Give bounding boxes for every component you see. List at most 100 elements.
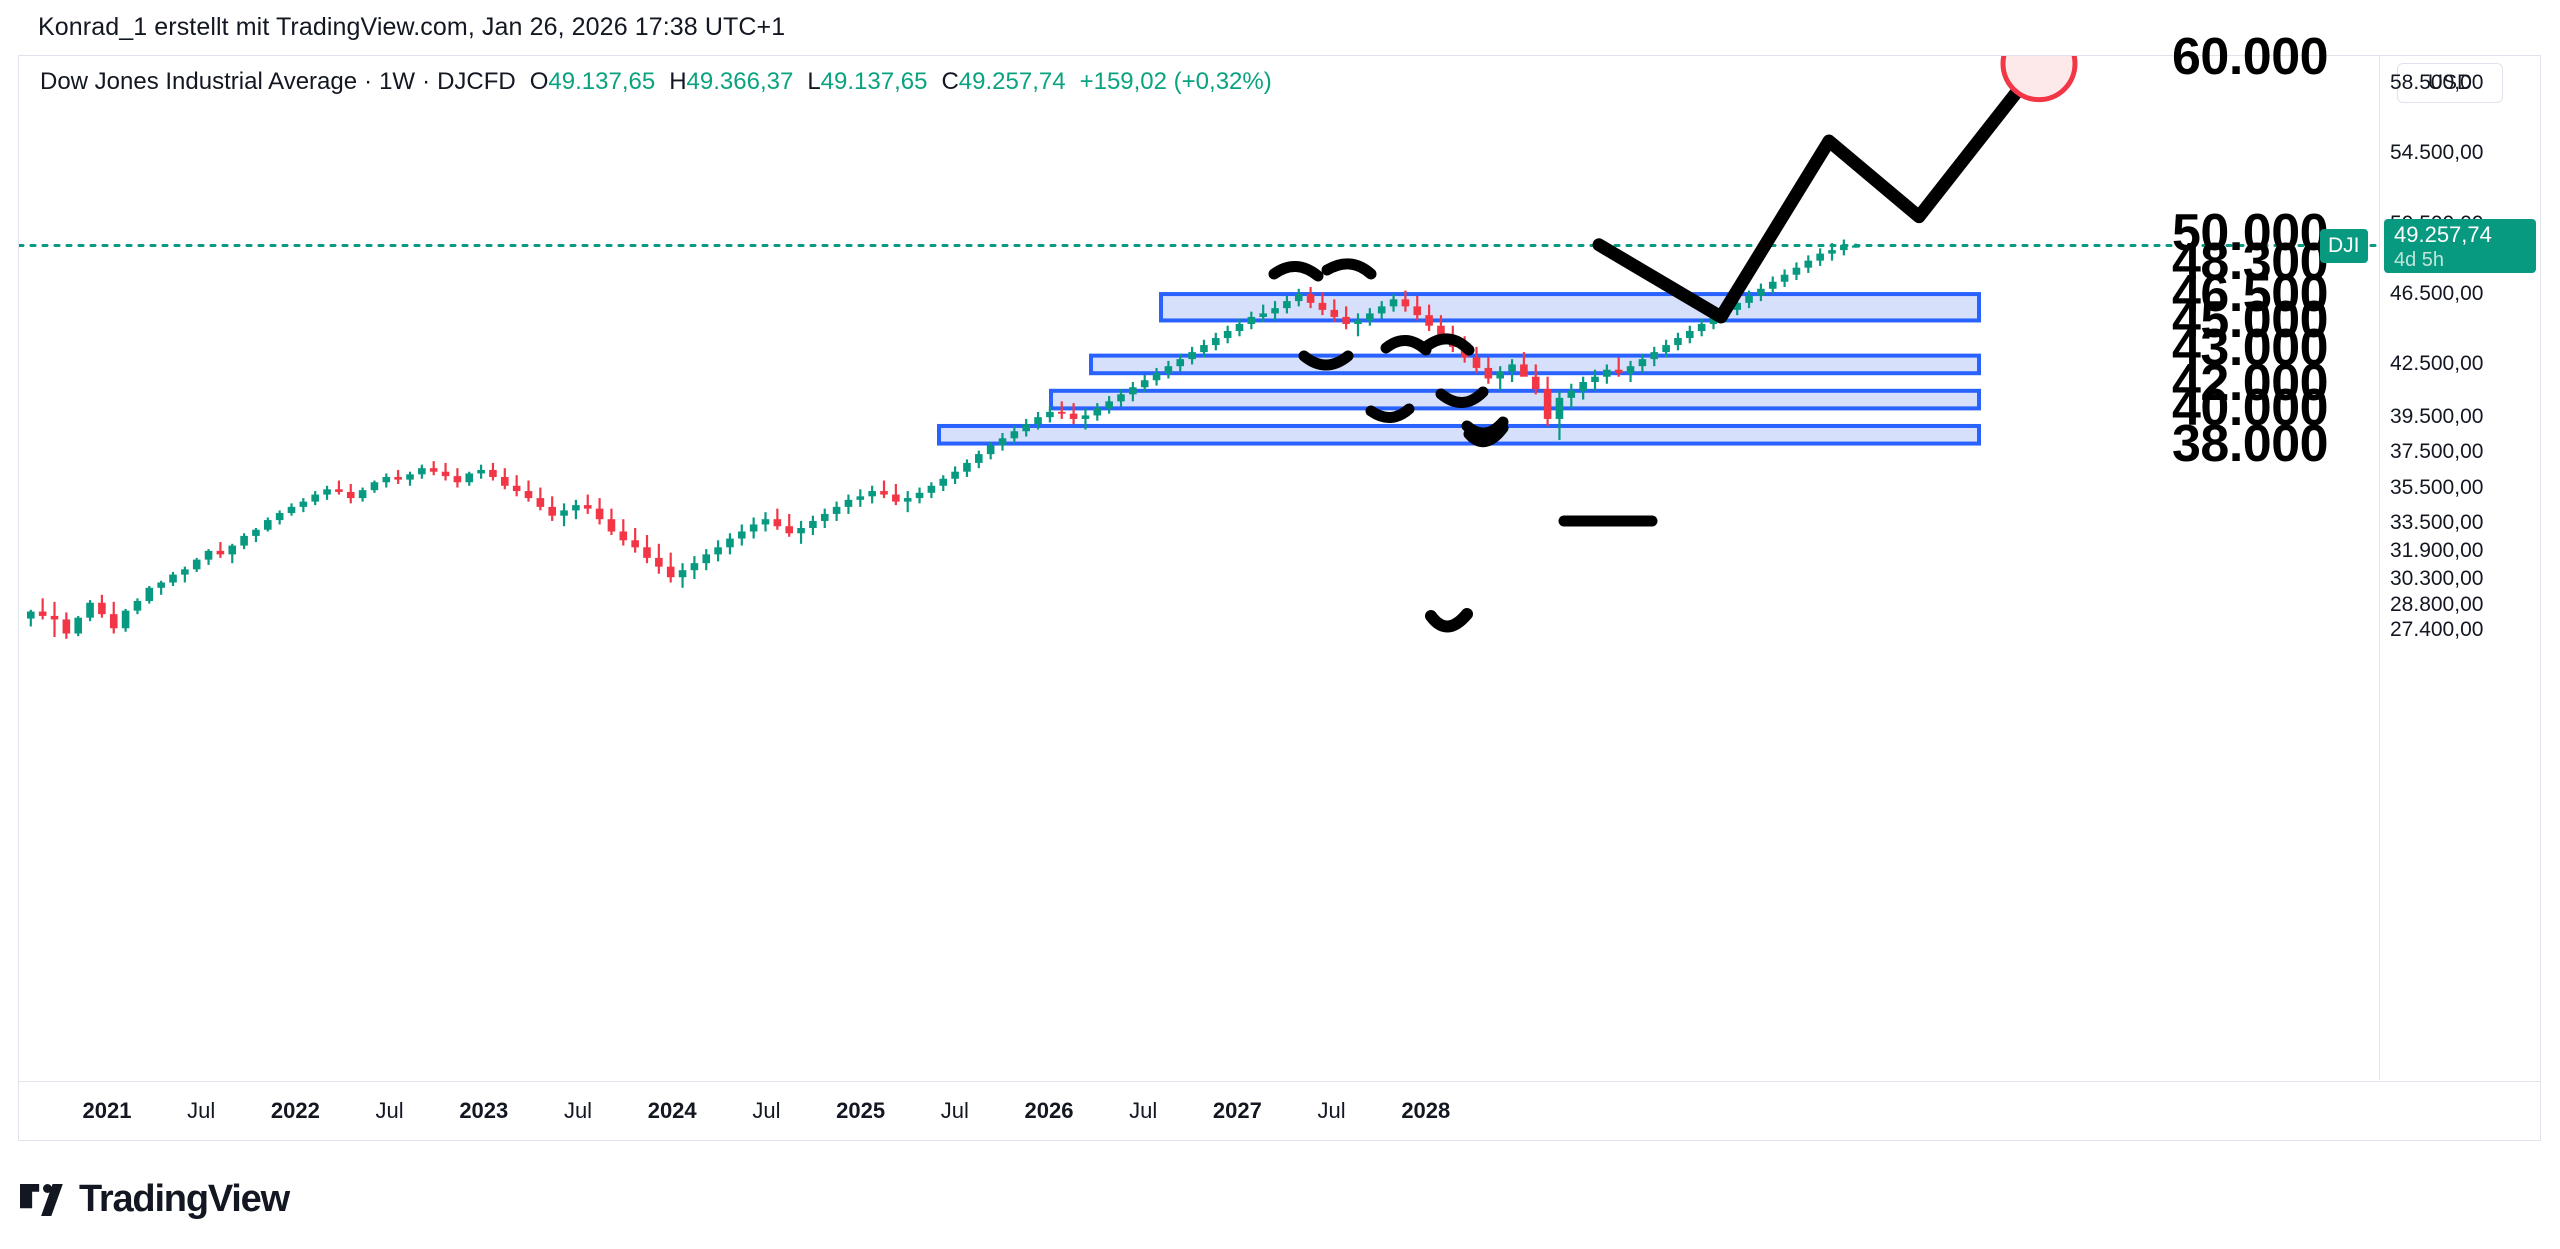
time-tick-jul: Jul bbox=[940, 1098, 969, 1123]
mark-arc-bottom-5[interactable] bbox=[1463, 422, 1509, 448]
time-tick-jul: Jul bbox=[375, 1098, 404, 1123]
price-scale[interactable]: USD 58.500,0054.500,0050.500,0046.500,00… bbox=[2320, 56, 2541, 1080]
mark-arc-low-wick[interactable] bbox=[1425, 608, 1473, 633]
candle-body bbox=[1686, 330, 1694, 339]
price-tick-label: 33.500,00 bbox=[2390, 510, 2484, 534]
mark-arc-top-3[interactable] bbox=[1380, 335, 1432, 356]
currency-button[interactable]: USD bbox=[2397, 63, 2503, 103]
candle-body bbox=[690, 563, 699, 571]
legend-symbol[interactable]: Dow Jones Industrial Average bbox=[40, 68, 358, 95]
candle-body bbox=[892, 494, 900, 502]
candle-body bbox=[86, 602, 94, 618]
tradingview-mark-icon bbox=[20, 1183, 63, 1216]
candle-body bbox=[121, 610, 130, 629]
candle-body bbox=[1283, 301, 1291, 309]
mark-arc-bottom-2[interactable] bbox=[1365, 403, 1415, 423]
target-price-circle[interactable] bbox=[2000, 56, 2078, 103]
candle-body bbox=[1733, 302, 1741, 310]
mark-arc-bottom-3[interactable] bbox=[1435, 386, 1489, 408]
candle-body bbox=[1543, 389, 1552, 419]
candle-body bbox=[1662, 345, 1670, 353]
chart-frame bbox=[18, 55, 2541, 1141]
series-badge: DJI bbox=[2320, 228, 2368, 263]
tradingview-logo: TradingView bbox=[20, 1178, 290, 1221]
candle-body bbox=[489, 469, 497, 477]
candle-body bbox=[311, 494, 319, 502]
zone-39000-38000[interactable] bbox=[937, 423, 1981, 446]
candle-body bbox=[358, 490, 367, 499]
candle-body bbox=[394, 476, 402, 480]
candle-body bbox=[761, 519, 770, 525]
candle-body bbox=[583, 505, 592, 509]
candle-body bbox=[1638, 359, 1647, 367]
price-plot-svg bbox=[19, 56, 2379, 639]
candle-body bbox=[1840, 244, 1848, 251]
time-tick-jul: Jul bbox=[563, 1098, 593, 1123]
legend-interval[interactable]: 1W bbox=[379, 68, 416, 95]
annotation-level-42000: 42.000 bbox=[2172, 354, 2329, 413]
legend-low: L49.137,65 bbox=[807, 68, 927, 96]
candle-body bbox=[1780, 274, 1789, 282]
candle-body bbox=[145, 587, 154, 601]
annotation-level-38000: 38.000 bbox=[2172, 414, 2329, 473]
price-tick-label: 58.500,00 bbox=[2390, 71, 2484, 94]
price-tick-label: 31.900,00 bbox=[2390, 538, 2484, 562]
time-tick-jul: Jul bbox=[187, 1098, 216, 1123]
mark-arc-top-2[interactable] bbox=[1321, 258, 1377, 280]
price-tick-label: 30.300,00 bbox=[2390, 566, 2484, 590]
candle-body bbox=[1650, 352, 1659, 360]
candle-body bbox=[335, 489, 343, 492]
candle-body bbox=[252, 529, 260, 536]
candle-body bbox=[1046, 411, 1054, 418]
candle-body bbox=[666, 566, 675, 578]
price-tick-label: 37.500,00 bbox=[2390, 440, 2484, 464]
candle-body bbox=[275, 513, 284, 521]
candle-body bbox=[1342, 316, 1350, 324]
candle-body bbox=[1555, 397, 1564, 419]
legend-separator-2: · bbox=[422, 68, 431, 95]
time-tick-2025: 2025 bbox=[836, 1098, 886, 1123]
candle-body bbox=[50, 615, 59, 620]
candle-body bbox=[370, 482, 379, 491]
candle-body bbox=[1484, 367, 1493, 379]
candle-body bbox=[1069, 413, 1078, 419]
candle-body bbox=[1306, 294, 1315, 303]
annotation-level-46500: 46.500 bbox=[2172, 265, 2329, 324]
plot-area[interactable] bbox=[19, 56, 2379, 1080]
candle-body bbox=[1235, 323, 1244, 331]
candle-body bbox=[1674, 338, 1682, 346]
candle-body bbox=[548, 506, 556, 516]
candle-body bbox=[963, 462, 971, 472]
candle-body bbox=[1591, 376, 1599, 383]
chart-legend[interactable]: Dow Jones Industrial Average · 1W · DJCF… bbox=[40, 68, 1272, 96]
legend-open-value: 49.137,65 bbox=[548, 68, 656, 95]
candle-body bbox=[406, 474, 414, 480]
candle-body bbox=[986, 445, 995, 455]
candle-body bbox=[157, 582, 165, 588]
legend-open-label: O bbox=[529, 68, 549, 95]
candle-body bbox=[346, 491, 355, 499]
candle-body bbox=[192, 559, 201, 570]
candle-body bbox=[228, 545, 237, 555]
candle-body bbox=[1614, 369, 1623, 374]
projection-zigzag-line[interactable] bbox=[1592, 57, 2046, 324]
mark-arc-top-4[interactable] bbox=[1421, 333, 1475, 356]
candle-body bbox=[1709, 316, 1718, 324]
candle-body bbox=[749, 524, 758, 532]
candle-body bbox=[915, 492, 924, 499]
annotation-level-45000: 45.000 bbox=[2172, 291, 2329, 350]
time-scale[interactable]: 2021 Jul 2022 Jul 2023 Jul 2024 Jul 2025 Jul 2026 J… bbox=[19, 1081, 2541, 1140]
candle-body bbox=[1057, 411, 1066, 414]
zone-41000-40000[interactable] bbox=[1049, 388, 1981, 411]
mark-arc-bottom-1[interactable] bbox=[1298, 350, 1354, 371]
candle-body bbox=[1626, 366, 1635, 374]
candle-body bbox=[738, 531, 746, 539]
candle-body bbox=[62, 619, 71, 634]
candle-body bbox=[240, 535, 248, 546]
candle-body bbox=[38, 611, 47, 616]
time-tick-2028: 2028 bbox=[1401, 1098, 1451, 1123]
candle-body bbox=[1697, 323, 1706, 331]
mark-arc-top-1[interactable] bbox=[1268, 261, 1324, 282]
current-price-tag[interactable]: 49.257,74 4d 5h bbox=[2384, 218, 2536, 273]
candle-body bbox=[1129, 387, 1137, 395]
